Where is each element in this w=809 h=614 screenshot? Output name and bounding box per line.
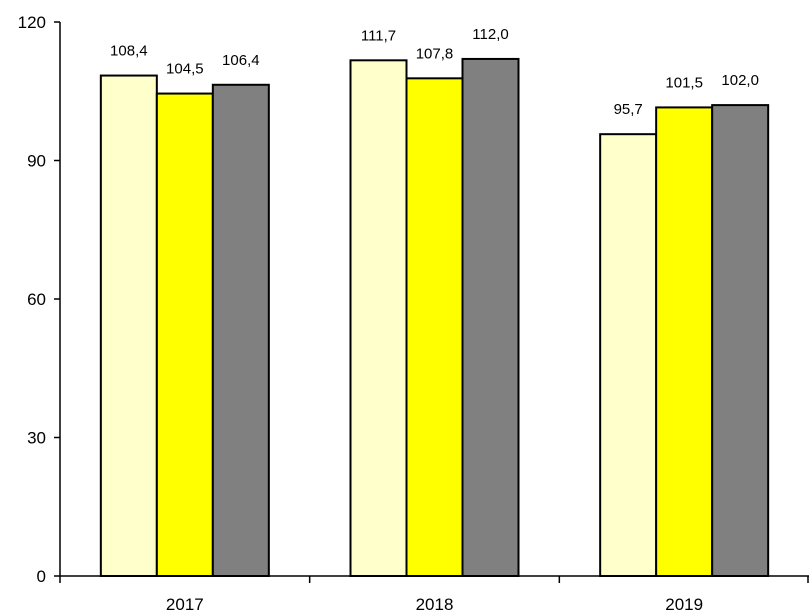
- bar: [99, 74, 158, 577]
- bar: [599, 133, 658, 577]
- bar: [155, 92, 214, 578]
- bar: [211, 83, 270, 578]
- data-label: 104,5: [166, 61, 204, 78]
- bar: [405, 77, 464, 577]
- x-tick-label: 2017: [166, 595, 204, 614]
- data-label: 112,0: [472, 26, 508, 43]
- bar: [655, 106, 714, 578]
- bar: [711, 104, 770, 577]
- data-label: 111,7: [361, 27, 396, 44]
- y-tick-label: 0: [37, 567, 46, 586]
- y-tick-label: 30: [27, 429, 46, 448]
- y-tick-label: 90: [27, 152, 46, 171]
- data-label: 108,4: [110, 43, 148, 60]
- y-axis: 0 30 60 90 120: [18, 13, 61, 586]
- bar: [461, 57, 520, 577]
- bars: [99, 57, 770, 578]
- data-label: 107,8: [416, 45, 454, 62]
- x-tick-label: 2018: [416, 595, 454, 614]
- data-label: 101,5: [665, 74, 703, 91]
- bar: [349, 59, 408, 577]
- x-tick-label: 2019: [665, 595, 703, 614]
- y-tick-label: 60: [27, 290, 46, 309]
- data-label: 106,4: [222, 52, 260, 69]
- y-tick-label: 120: [18, 13, 46, 32]
- data-label: 95,7: [614, 101, 643, 118]
- data-labels: 108,4 104,5 106,4 111,7 107,8 112,0 95,7 101,5 1…: [110, 26, 759, 118]
- data-label: 102,0: [721, 72, 759, 89]
- x-axis: 2017 2018 2019: [59, 575, 809, 614]
